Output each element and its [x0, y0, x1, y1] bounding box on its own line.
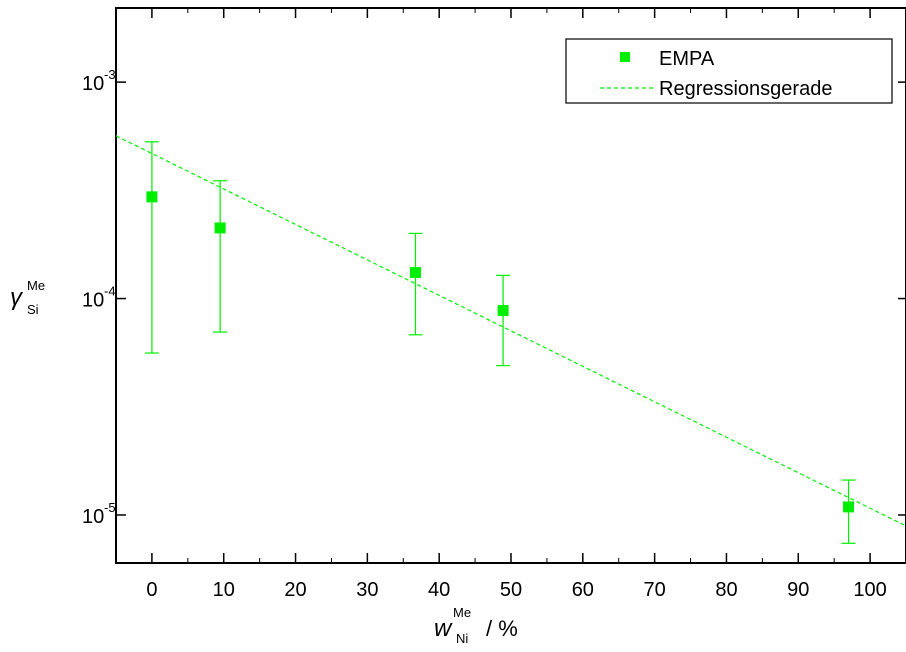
- x-axis-label-subscript: Ni: [456, 631, 468, 646]
- regression-line: [115, 135, 906, 527]
- x-tick-label-7: 70: [644, 579, 666, 601]
- x-tick-label-6: 60: [572, 579, 594, 601]
- x-tick-label-4: 40: [428, 579, 450, 601]
- legend-layer: EMPA Regressionsgerade: [565, 38, 893, 104]
- x-tick-label-2: 20: [284, 579, 306, 601]
- y-tick-exponent-1: -4: [104, 284, 116, 299]
- error-bar-layer: [144, 141, 856, 544]
- data-point-0: [146, 191, 158, 203]
- x-tick-label-3: 30: [356, 579, 378, 601]
- x-tick-label-8: 80: [715, 579, 737, 601]
- y-axis-label-subscript: Si: [27, 302, 39, 317]
- y-axis-label-superscript: Me: [27, 278, 45, 293]
- legend-box: [565, 38, 893, 104]
- x-tick-label-0: 0: [146, 579, 157, 601]
- data-point-4: [843, 501, 855, 513]
- y-tick-exponent-0: -5: [104, 500, 116, 515]
- x-tick-label-9: 90: [787, 579, 809, 601]
- x-tick-label-1: 10: [213, 579, 235, 601]
- x-tick-label-10: 100: [853, 579, 886, 601]
- y-tick-base-2: 10: [82, 73, 104, 95]
- y-tick-base-1: 10: [82, 290, 104, 312]
- data-point-2: [409, 266, 421, 278]
- data-point-3: [497, 305, 509, 317]
- marker-layer: [146, 191, 855, 513]
- x-axis-label-superscript: Me: [453, 605, 471, 620]
- y-tick-base-0: 10: [82, 506, 104, 528]
- data-point-1: [214, 222, 226, 234]
- x-axis-label-unit: / %: [486, 616, 518, 641]
- legend-marker-empa: [620, 52, 630, 62]
- y-axis-label-main: γ: [10, 284, 24, 311]
- x-axis-label-main: w: [434, 615, 453, 642]
- legend-label-regression: Regressionsgerade: [659, 78, 832, 100]
- x-tick-label-5: 50: [500, 579, 522, 601]
- regression-layer: [115, 135, 906, 527]
- legend-label-empa: EMPA: [659, 48, 715, 70]
- y-tick-exponent-2: -3: [104, 67, 116, 82]
